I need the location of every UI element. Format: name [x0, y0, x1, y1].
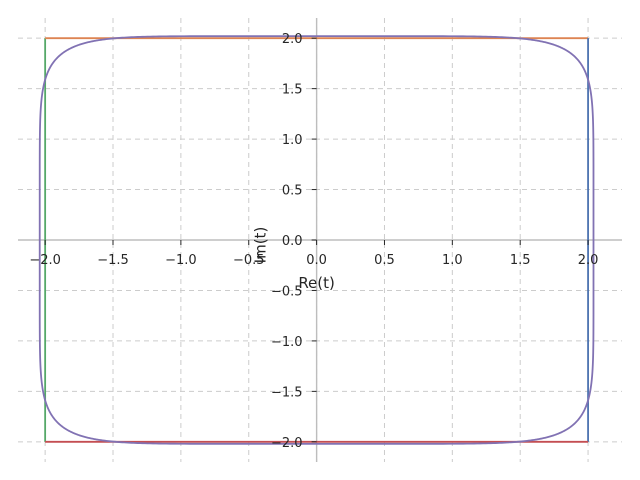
y-tick-label: −1.0 — [271, 335, 303, 350]
axes — [18, 18, 622, 462]
y-tick-label: 1.5 — [282, 83, 303, 98]
x-tick-label: 0.0 — [306, 253, 327, 268]
y-tick-label: −0.5 — [271, 284, 303, 299]
x-tick-label: 0.5 — [374, 253, 395, 268]
x-tick-label: −1.5 — [97, 253, 129, 268]
series-curve-5 — [38, 35, 595, 445]
x-tick-label: −2.0 — [29, 253, 61, 268]
y-axis-ticks: 2.0 1.5 1.0 0.5 0.0 −0.5 −1.0 −1.5 −2.0 — [271, 32, 317, 451]
y-tick-label: 0.0 — [282, 234, 303, 249]
x-tick-label: 1.5 — [510, 253, 531, 268]
x-axis-label: Re(t) — [298, 274, 335, 292]
x-tick-label: 1.0 — [442, 253, 463, 268]
x-tick-label: −0.5 — [233, 253, 265, 268]
x-axis-ticks: −2.0 −1.5 −1.0 −0.5 0.0 0.5 1.0 1.5 2.0 — [29, 240, 598, 268]
y-axis-label: Im(t) — [252, 227, 270, 264]
y-tick-label: 0.5 — [282, 184, 303, 199]
x-tick-label: −1.0 — [165, 253, 197, 268]
y-tick-label: −2.0 — [271, 436, 303, 451]
y-tick-label: 2.0 — [282, 32, 303, 47]
y-tick-label: −1.5 — [271, 385, 303, 400]
y-tick-label: 1.0 — [282, 133, 303, 148]
x-tick-label: 2.0 — [578, 253, 599, 268]
